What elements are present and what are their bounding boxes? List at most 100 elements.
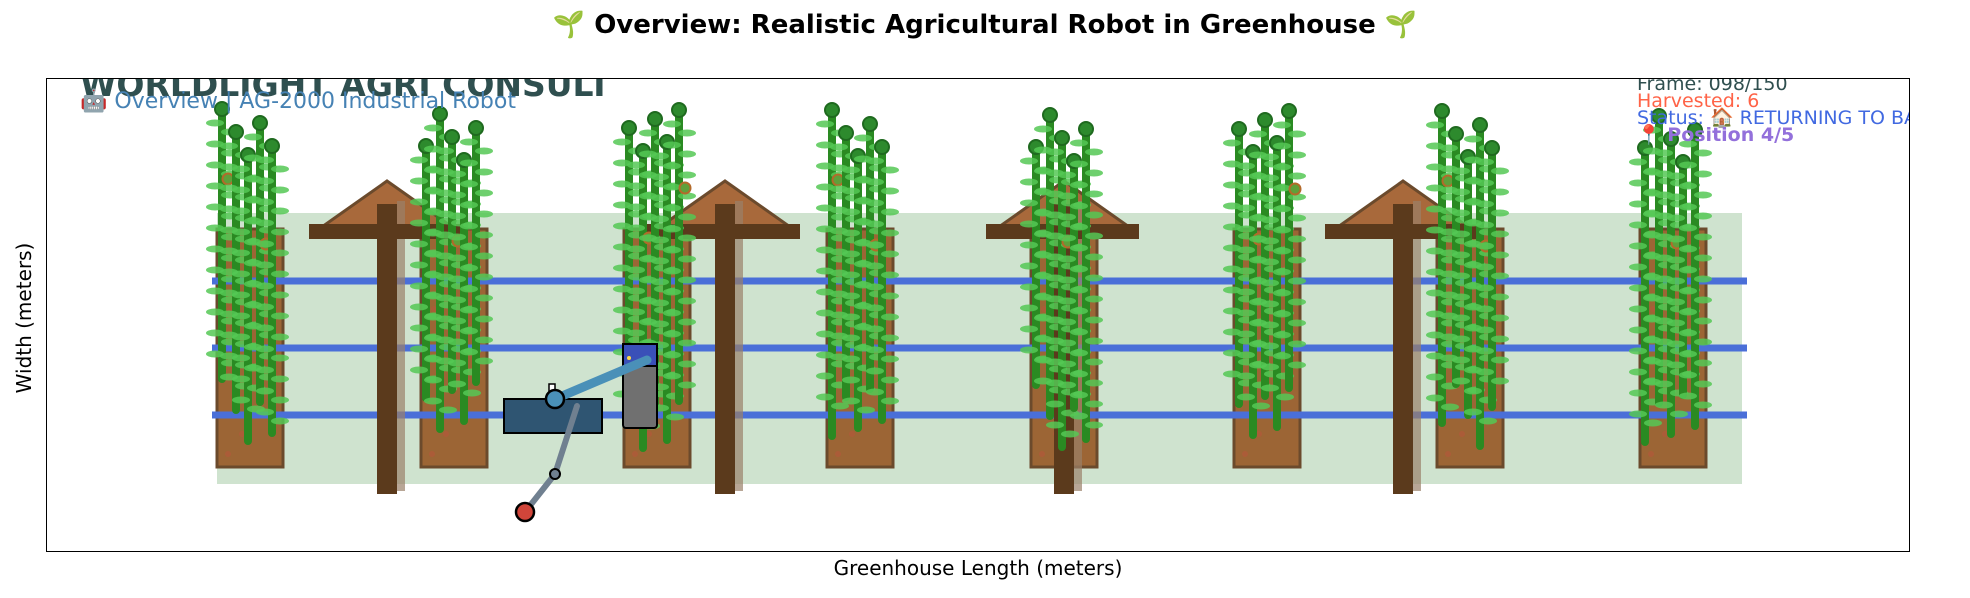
plant-leaf: [271, 207, 289, 215]
plant-leaf: [1223, 307, 1241, 315]
plant-top: [647, 111, 663, 127]
plant-leaf: [1426, 121, 1444, 129]
plants: [206, 101, 1712, 452]
plant-leaf: [651, 173, 669, 181]
plant-leaf: [1491, 272, 1509, 280]
plant-leaf: [816, 183, 834, 191]
plant-leaf: [1261, 279, 1279, 287]
plant-leaf: [1426, 247, 1444, 255]
plant-leaf: [613, 306, 631, 314]
soil-dot: [1648, 451, 1654, 457]
fruit: [831, 173, 845, 187]
plant-leaf: [1058, 297, 1076, 305]
plant-leaf: [1694, 233, 1712, 241]
plant-leaf: [1223, 223, 1241, 231]
plant-leaf: [475, 273, 493, 281]
plant-leaf: [460, 264, 478, 272]
plant-leaf: [1491, 314, 1509, 322]
plant-leaf: [1667, 214, 1685, 222]
plant-leaf: [1464, 387, 1482, 395]
plant-leaf: [256, 240, 274, 248]
plant-leaf: [1667, 193, 1685, 201]
plant-leaf: [842, 334, 860, 342]
plant-leaf: [816, 246, 834, 254]
plant-leaf: [830, 143, 848, 151]
plant-leaf: [1020, 199, 1038, 207]
plant-leaf: [651, 257, 669, 265]
plant-leaf: [410, 303, 428, 311]
robot-gripper: [514, 501, 536, 523]
station-indicator-light: [627, 356, 631, 360]
plant-leaf: [842, 292, 860, 300]
plant-leaf: [448, 359, 466, 367]
plant-leaf: [1261, 195, 1279, 203]
plant-leaf: [475, 294, 493, 302]
plant-leaf: [232, 228, 250, 236]
plant-leaf: [1288, 235, 1306, 243]
plant-leaf: [271, 312, 289, 320]
plant-leaf: [1070, 328, 1088, 336]
plant-leaf: [1655, 149, 1673, 157]
plant-leaf: [271, 165, 289, 173]
plant-leaf: [1288, 298, 1306, 306]
irrigation-valve: [1196, 345, 1202, 351]
plant-leaf: [1085, 379, 1103, 387]
plant-leaf: [1085, 337, 1103, 345]
plant-leaf: [816, 288, 834, 296]
plant-leaf: [1491, 335, 1509, 343]
plant-leaf: [1667, 277, 1685, 285]
plant-leaf: [1223, 286, 1241, 294]
soil-dot: [1459, 431, 1465, 437]
soil-dot: [632, 451, 638, 457]
plant-leaf: [1426, 331, 1444, 339]
plant-leaf: [1629, 284, 1647, 292]
plant-leaf: [663, 141, 681, 149]
plant-leaf: [1667, 340, 1685, 348]
plant-leaf: [460, 285, 478, 293]
plant-leaf: [1020, 220, 1038, 228]
plant-leaf: [651, 152, 669, 160]
plant-leaf: [448, 212, 466, 220]
plant-leaf: [475, 147, 493, 155]
plant-leaf: [1261, 342, 1279, 350]
plant-leaf: [627, 161, 645, 169]
plant-leaf: [1070, 370, 1088, 378]
plant-leaf: [1070, 286, 1088, 294]
plant-leaf: [663, 225, 681, 233]
plant-leaf: [1694, 317, 1712, 325]
plant-leaf: [1237, 330, 1255, 338]
plant-leaf: [1070, 181, 1088, 189]
soil-dot: [1256, 431, 1262, 437]
soil-dot: [835, 451, 841, 457]
plant-leaf: [663, 267, 681, 275]
fruit: [221, 172, 235, 186]
plant-leaf: [663, 351, 681, 359]
plant-leaf: [256, 261, 274, 269]
plant-leaf: [866, 199, 884, 207]
plant-leaf: [1288, 130, 1306, 138]
plant-leaf: [1476, 179, 1494, 187]
plant-leaf: [1679, 182, 1697, 190]
plant-leaf: [1085, 253, 1103, 261]
plant-leaf: [816, 330, 834, 338]
plant-leaf: [816, 120, 834, 128]
plant-leaf: [1679, 329, 1697, 337]
plant-leaf: [206, 140, 224, 148]
plant-leaf: [678, 318, 696, 326]
plant-leaf: [1426, 394, 1444, 402]
plant-leaf: [613, 285, 631, 293]
plant-leaf: [1058, 255, 1076, 263]
plant-leaf: [678, 213, 696, 221]
plant-leaf: [1694, 359, 1712, 367]
plant-leaf: [816, 351, 834, 359]
plant-leaf: [881, 187, 899, 195]
plant-leaf: [663, 288, 681, 296]
plant-leaf: [256, 366, 274, 374]
plant-leaf: [1070, 391, 1088, 399]
plant-leaf: [842, 376, 860, 384]
plant-leaf: [1020, 325, 1038, 333]
plant-top: [1281, 103, 1297, 119]
plant-leaf: [206, 161, 224, 169]
plant-leaf: [1476, 158, 1494, 166]
plant-leaf: [627, 287, 645, 295]
